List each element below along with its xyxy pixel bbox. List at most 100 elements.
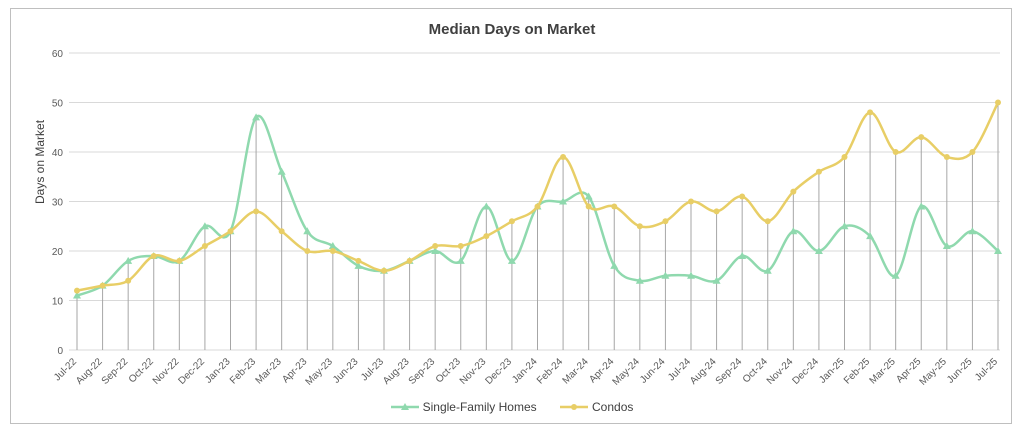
- legend-item-condos: Condos: [560, 400, 633, 414]
- data-point-single-family: [456, 256, 465, 264]
- data-point-condos: [867, 109, 874, 116]
- data-point-condos: [534, 203, 541, 210]
- data-point-condos: [969, 149, 976, 155]
- data-point-condos: [176, 257, 183, 264]
- data-point-condos: [995, 99, 1001, 106]
- data-point-condos: [227, 228, 234, 235]
- x-tick-label: Dec-23: [483, 356, 514, 387]
- y-tick-label: 50: [52, 99, 64, 110]
- data-point-single-family: [507, 256, 516, 264]
- data-point-single-family: [431, 247, 440, 254]
- data-point-single-family: [482, 202, 491, 210]
- x-tick-label: Feb-24: [535, 356, 565, 386]
- data-point-single-family: [277, 167, 286, 175]
- x-tick-label: Dec-24: [790, 356, 821, 387]
- data-point-single-family: [814, 247, 823, 254]
- y-tick-label: 60: [52, 49, 64, 60]
- data-point-single-family: [73, 291, 81, 299]
- x-tick-label: Jan-23: [203, 356, 233, 386]
- data-point-condos: [508, 218, 515, 225]
- data-point-condos: [892, 149, 899, 155]
- x-tick-label: Sep-24: [714, 356, 745, 387]
- data-point-condos: [355, 257, 362, 264]
- data-point-condos: [815, 168, 822, 175]
- data-point-single-family: [354, 261, 363, 269]
- data-point-single-family: [968, 227, 977, 235]
- x-tick-label: Feb-25: [842, 356, 872, 386]
- data-point-condos: [99, 282, 106, 289]
- x-tick-label: Aug-23: [381, 356, 412, 387]
- data-point-condos: [764, 218, 771, 225]
- data-point-condos: [278, 228, 285, 235]
- x-tick-label: Mar-25: [868, 356, 898, 386]
- x-tick-label: Mar-24: [561, 356, 591, 386]
- x-tick-label: Aug-22: [74, 356, 105, 387]
- data-point-condos: [201, 243, 208, 250]
- x-tick-label: Jan-24: [510, 356, 540, 386]
- data-point-single-family: [687, 271, 695, 279]
- data-point-condos: [74, 287, 80, 294]
- data-point-condos: [304, 248, 311, 254]
- data-point-condos: [841, 153, 848, 160]
- x-tick-label: Jan-25: [817, 356, 847, 386]
- data-point-condos: [406, 257, 413, 264]
- data-point-single-family: [738, 251, 747, 259]
- data-point-single-family: [891, 271, 900, 279]
- data-point-condos: [560, 153, 567, 160]
- data-point-condos: [611, 203, 618, 210]
- x-tick-label: Nov-22: [151, 356, 182, 387]
- x-tick-label: Jun-25: [945, 356, 975, 386]
- data-point-condos: [688, 198, 694, 205]
- data-point-single-family: [866, 232, 875, 240]
- legend-item-single-family: Single-Family Homes: [390, 400, 537, 414]
- data-point-single-family: [584, 192, 593, 200]
- data-point-single-family: [610, 261, 619, 269]
- data-point-single-family: [917, 202, 926, 210]
- legend-label-single-family: Single-Family Homes: [422, 400, 537, 414]
- data-point-single-family: [559, 197, 568, 205]
- x-tick-label: Nov-24: [765, 356, 796, 387]
- x-tick-label: Aug-24: [688, 356, 719, 387]
- data-point-condos: [636, 223, 643, 230]
- x-tick-label: May-24: [611, 356, 643, 388]
- data-point-condos: [918, 134, 925, 141]
- x-tick-label: Jun-24: [638, 356, 668, 386]
- legend-swatch-single-family: [390, 403, 419, 410]
- x-tick-label: Nov-23: [458, 356, 489, 387]
- data-point-condos: [483, 233, 490, 240]
- legend: Single-Family Homes Condos: [11, 400, 1013, 415]
- data-point-single-family: [789, 227, 798, 235]
- data-point-condos: [943, 153, 950, 160]
- data-point-condos: [432, 243, 439, 250]
- data-point-single-family: [200, 222, 209, 230]
- x-tick-label: Sep-22: [100, 356, 131, 387]
- data-point-single-family: [328, 242, 337, 250]
- data-point-condos: [713, 208, 720, 215]
- y-tick-label: 10: [52, 297, 64, 308]
- data-point-condos: [739, 193, 746, 200]
- data-point-condos: [329, 248, 336, 254]
- data-point-condos: [381, 267, 387, 274]
- chart-title: Median Days on Market: [428, 21, 596, 38]
- data-point-condos: [150, 252, 157, 259]
- x-tick-label: Sep-23: [407, 356, 438, 387]
- data-point-single-family: [994, 247, 1002, 254]
- data-point-single-family: [303, 227, 312, 235]
- data-point-condos: [253, 208, 260, 215]
- data-point-single-family: [124, 256, 133, 264]
- data-point-single-family: [840, 222, 849, 230]
- data-point-condos: [585, 203, 592, 210]
- data-point-single-family: [712, 276, 721, 284]
- data-point-single-family: [635, 276, 644, 284]
- data-point-condos: [662, 218, 669, 225]
- legend-label-condos: Condos: [592, 400, 634, 414]
- y-tick-label: 30: [52, 198, 64, 209]
- data-point-single-family: [942, 242, 951, 250]
- data-point-single-family: [661, 271, 670, 279]
- chart-plot: 0102030405060Jul-22Aug-22Sep-22Oct-22Nov…: [52, 49, 1002, 388]
- data-point-condos: [457, 243, 464, 250]
- data-point-condos: [790, 188, 797, 195]
- y-tick-label: 0: [57, 346, 63, 357]
- y-tick-label: 20: [52, 247, 64, 258]
- data-point-single-family: [252, 113, 261, 121]
